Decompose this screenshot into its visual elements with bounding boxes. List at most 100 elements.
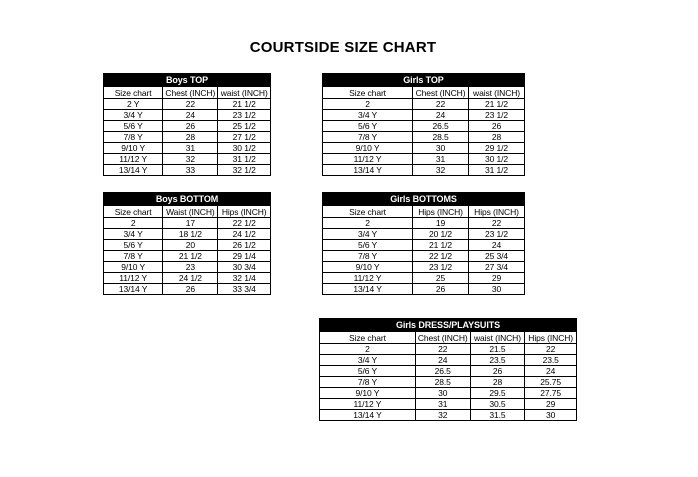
cell: 32 bbox=[414, 409, 471, 421]
cell: 5/6 Y bbox=[321, 239, 414, 251]
cell: 9/10 Y bbox=[102, 261, 164, 273]
cell: 28 bbox=[162, 131, 219, 143]
cell: 30 1/2 bbox=[468, 153, 525, 165]
cell: 3/4 Y bbox=[321, 109, 414, 121]
column-header-row: Size chart Waist (INCH) Hips (INCH) bbox=[102, 205, 271, 218]
cell: 30 bbox=[412, 142, 470, 154]
column-header: Size chart bbox=[102, 86, 164, 99]
cell: 23 1/2 bbox=[217, 109, 271, 121]
column-header-row: Size chart Chest (INCH) waist (INCH) bbox=[321, 86, 525, 99]
cell: 17 bbox=[162, 217, 219, 229]
column-header-row: Size chart Hips (INCH) Hips (INCH) bbox=[321, 205, 525, 218]
cell: 11/12 Y bbox=[102, 272, 164, 284]
cell: 11/12 Y bbox=[321, 153, 414, 165]
cell: 19 bbox=[412, 217, 470, 229]
size-table: Boys BOTTOM Size chart Waist (INCH) Hips (I… bbox=[102, 192, 271, 295]
size-table: Boys TOP Size chart Chest (INCH) waist (INC… bbox=[102, 73, 271, 176]
table-row: 2 Y 22 21 1/2 bbox=[102, 98, 271, 110]
cell: 23 1/2 bbox=[468, 109, 525, 121]
table-row: 13/14 Y 33 32 1/2 bbox=[102, 164, 271, 176]
cell: 30.5 bbox=[469, 398, 526, 410]
table-title-row: Boys TOP bbox=[103, 73, 271, 87]
cell: 25 1/2 bbox=[217, 120, 271, 132]
table-row: 13/14 Y 26 33 3/4 bbox=[102, 283, 271, 295]
cell: 7/8 Y bbox=[319, 376, 416, 388]
cell: 31 1/2 bbox=[468, 164, 525, 176]
cell: 11/12 Y bbox=[319, 398, 416, 410]
page-title: COURTSIDE SIZE CHART bbox=[249, 39, 437, 56]
cell: 29.5 bbox=[469, 387, 526, 399]
cell: 22 1/2 bbox=[412, 250, 470, 262]
table-row: 11/12 Y 31 30 1/2 bbox=[321, 153, 525, 165]
table-title-row: Girls DRESS/PLAYSUITS bbox=[319, 318, 577, 332]
table-row: 3/4 Y 24 23 1/2 bbox=[102, 109, 271, 121]
column-header: Hips (INCH) bbox=[524, 331, 577, 344]
cell: 26.5 bbox=[414, 365, 471, 377]
cell: 25 bbox=[412, 272, 470, 284]
table-row: 13/14 Y 32 31 1/2 bbox=[321, 164, 525, 176]
table-row: 3/4 Y 18 1/2 24 1/2 bbox=[102, 228, 271, 240]
cell: 27.75 bbox=[524, 387, 577, 399]
cell: 32 bbox=[412, 164, 470, 176]
cell: 32 1/4 bbox=[217, 272, 271, 284]
table-row: 2 19 22 bbox=[321, 217, 525, 229]
table-row: 5/6 Y 21 1/2 24 bbox=[321, 239, 525, 251]
cell: 25 3/4 bbox=[468, 250, 525, 262]
size-table-girls-bottoms: Girls BOTTOMS Size chart Hips (INCH) Hips (… bbox=[321, 192, 525, 295]
size-table-boys-top: Boys TOP Size chart Chest (INCH) waist (INC… bbox=[102, 73, 271, 176]
cell: 26.5 bbox=[412, 120, 470, 132]
cell: 18 1/2 bbox=[162, 228, 219, 240]
cell: 31 bbox=[414, 398, 471, 410]
cell: 2 bbox=[319, 343, 416, 355]
cell: 24 bbox=[162, 109, 219, 121]
column-header: Chest (INCH) bbox=[414, 331, 471, 344]
cell: 21 1/2 bbox=[412, 239, 470, 251]
table-row: 5/6 Y 20 26 1/2 bbox=[102, 239, 271, 251]
cell: 13/14 Y bbox=[321, 164, 414, 176]
table-title: Girls DRESS/PLAYSUITS bbox=[319, 318, 577, 332]
cell: 30 bbox=[468, 283, 525, 295]
cell: 29 bbox=[524, 398, 577, 410]
cell: 24 1/2 bbox=[162, 272, 219, 284]
cell: 29 1/2 bbox=[468, 142, 525, 154]
column-header: Size chart bbox=[102, 205, 164, 218]
size-table: Girls BOTTOMS Size chart Hips (INCH) Hips (… bbox=[321, 192, 525, 295]
cell: 3/4 Y bbox=[102, 109, 164, 121]
column-header: Chest (INCH) bbox=[162, 86, 219, 99]
cell: 29 1/4 bbox=[217, 250, 271, 262]
table-row: 7/8 Y 28.5 28 25.75 bbox=[319, 376, 577, 388]
table-row: 5/6 Y 26 25 1/2 bbox=[102, 120, 271, 132]
table-row: 7/8 Y 21 1/2 29 1/4 bbox=[102, 250, 271, 262]
cell: 23 1/2 bbox=[468, 228, 525, 240]
table-row: 9/10 Y 31 30 1/2 bbox=[102, 142, 271, 154]
table-row: 2 17 22 1/2 bbox=[102, 217, 271, 229]
cell: 32 1/2 bbox=[217, 164, 271, 176]
table-row: 3/4 Y 24 23.5 23.5 bbox=[319, 354, 577, 366]
cell: 5/6 Y bbox=[102, 120, 164, 132]
cell: 26 bbox=[469, 365, 526, 377]
table-row: 7/8 Y 28 27 1/2 bbox=[102, 131, 271, 143]
cell: 21 1/2 bbox=[162, 250, 219, 262]
table-row: 11/12 Y 32 31 1/2 bbox=[102, 153, 271, 165]
table-title: Boys TOP bbox=[103, 73, 271, 87]
cell: 22 1/2 bbox=[217, 217, 271, 229]
table-row: 3/4 Y 20 1/2 23 1/2 bbox=[321, 228, 525, 240]
column-header-row: Size chart Chest (INCH) waist (INCH) bbox=[102, 86, 271, 99]
cell: 3/4 Y bbox=[102, 228, 164, 240]
cell: 22 bbox=[162, 98, 219, 110]
cell: 2 bbox=[321, 98, 414, 110]
table-title: Girls BOTTOMS bbox=[322, 192, 525, 206]
cell: 5/6 Y bbox=[321, 120, 414, 132]
cell: 20 1/2 bbox=[412, 228, 470, 240]
size-table-girls-top: Girls TOP Size chart Chest (INCH) waist (IN… bbox=[321, 73, 525, 176]
cell: 24 bbox=[414, 354, 471, 366]
cell: 24 bbox=[412, 109, 470, 121]
table-title-row: Girls BOTTOMS bbox=[322, 192, 525, 206]
table-row: 9/10 Y 30 29.5 27.75 bbox=[319, 387, 577, 399]
cell: 31.5 bbox=[469, 409, 526, 421]
cell: 26 1/2 bbox=[217, 239, 271, 251]
cell: 13/14 Y bbox=[321, 283, 414, 295]
cell: 13/14 Y bbox=[102, 283, 164, 295]
table-title-row: Girls TOP bbox=[322, 73, 525, 87]
cell: 20 bbox=[162, 239, 219, 251]
